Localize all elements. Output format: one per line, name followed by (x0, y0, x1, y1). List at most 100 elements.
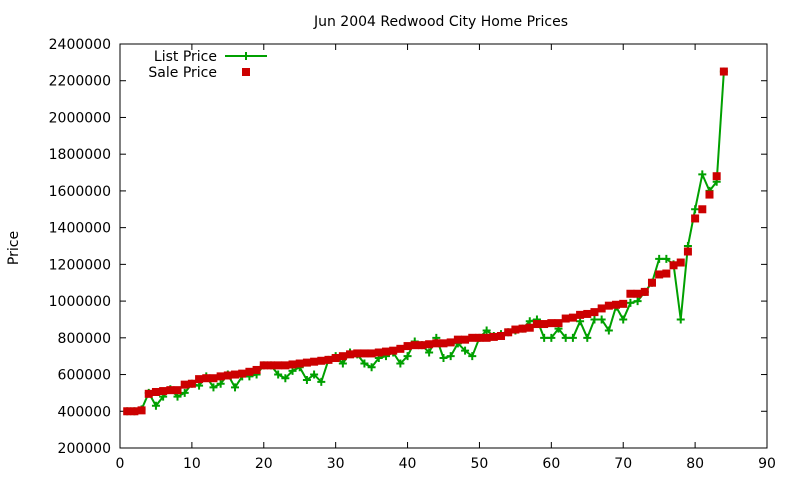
data-point-list-price (590, 315, 599, 324)
data-point-sale-price (518, 324, 527, 333)
data-point-list-price (446, 352, 455, 361)
data-point-sale-price (583, 309, 592, 318)
data-point-sale-price (288, 360, 297, 369)
axis-ticks: 0 10 20 30 40 50 60 70 80 90 200000 400000 600000 800… (49, 37, 776, 472)
data-point-list-price (698, 170, 707, 179)
data-point-sale-price (252, 365, 261, 374)
data-point-list-price (360, 359, 369, 368)
y-tick-label: 1600000 (49, 184, 111, 200)
y-tick-label: 600000 (58, 368, 111, 384)
data-point-list-price (626, 298, 635, 307)
data-point-sale-price (180, 380, 189, 389)
data-point-sale-price (576, 310, 585, 319)
data-point-list-price (691, 205, 700, 214)
data-point-sale-price (432, 339, 441, 348)
data-point-sale-price (482, 333, 491, 342)
data-point-sale-price (453, 335, 462, 344)
data-point-sale-price (166, 386, 175, 395)
data-point-sale-price (410, 341, 419, 350)
data-point-sale-price (655, 270, 664, 279)
data-point-sale-price (137, 406, 146, 415)
data-point-list-price (540, 333, 549, 342)
data-point-sale-price (223, 371, 232, 380)
data-point-sale-price (381, 347, 390, 356)
data-point-sale-price (468, 333, 477, 342)
data-point-sale-price (698, 205, 707, 214)
data-point-sale-price (683, 247, 692, 256)
data-point-sale-price (461, 335, 470, 344)
y-tick-label: 1200000 (49, 257, 111, 273)
data-point-list-price (468, 352, 477, 361)
data-point-sale-price (640, 287, 649, 296)
data-point-sale-price (446, 338, 455, 347)
data-point-sale-price (202, 374, 211, 383)
data-point-sale-price (209, 374, 218, 383)
data-point-sale-price (159, 387, 168, 396)
x-tick-label: 10 (183, 456, 201, 472)
chart-title: Jun 2004 Redwood City Home Prices (313, 14, 568, 30)
data-point-sale-price (195, 375, 204, 384)
data-point-list-price (597, 315, 606, 324)
data-point-sale-price (475, 333, 484, 342)
data-point-sale-price (389, 346, 398, 355)
x-tick-label: 60 (542, 456, 560, 472)
y-tick-label: 2400000 (49, 37, 111, 53)
data-point-sale-price (554, 319, 563, 328)
x-tick-label: 70 (614, 456, 632, 472)
data-point-sale-price (719, 67, 728, 76)
data-point-sale-price (245, 367, 254, 376)
data-point-sale-price (266, 361, 275, 370)
y-tick-label: 400000 (58, 404, 111, 420)
data-point-sale-price (705, 190, 714, 199)
data-point-list-price (619, 315, 628, 324)
data-point-sale-price (374, 348, 383, 357)
data-point-sale-price (439, 339, 448, 348)
data-point-sale-price (669, 261, 678, 270)
data-point-list-price (302, 376, 311, 385)
legend-marker-sale-price (242, 68, 250, 76)
data-point-list-price (561, 333, 570, 342)
data-point-list-price (655, 254, 664, 263)
data-point-sale-price (547, 319, 556, 328)
y-tick-label: 2000000 (49, 110, 111, 126)
data-point-list-price (281, 374, 290, 383)
data-point-list-price (662, 254, 671, 263)
data-point-sale-price (302, 358, 311, 367)
data-point-sale-price (173, 386, 182, 395)
data-point-sale-price (417, 341, 426, 350)
data-point-list-price (396, 359, 405, 368)
y-tick-label: 1000000 (49, 294, 111, 310)
data-point-sale-price (532, 320, 541, 329)
data-point-sale-price (497, 331, 506, 340)
data-point-sale-price (324, 355, 333, 364)
data-point-sale-price (151, 387, 160, 396)
data-point-sale-price (403, 342, 412, 351)
data-point-sale-price (619, 299, 628, 308)
data-point-sale-price (511, 325, 520, 334)
data-point-sale-price (489, 332, 498, 341)
data-point-sale-price (310, 357, 319, 366)
data-point-sale-price (331, 354, 340, 363)
data-point-list-price (403, 352, 412, 361)
data-point-sale-price (123, 407, 132, 416)
data-point-list-price (568, 333, 577, 342)
data-point-list-price (274, 370, 283, 379)
data-point-sale-price (259, 361, 268, 370)
plot-border (119, 43, 768, 449)
data-point-list-price (439, 354, 448, 363)
data-point-sale-price (597, 304, 606, 313)
legend: List Price Sale Price (148, 49, 267, 81)
data-point-list-price (604, 326, 613, 335)
data-point-sale-price (281, 361, 290, 370)
data-point-sale-price (231, 370, 240, 379)
data-point-list-price (180, 388, 189, 397)
x-tick-label: 90 (758, 456, 776, 472)
legend-label-sale-price: Sale Price (148, 65, 217, 81)
legend-marker-list-price (242, 52, 250, 60)
data-point-list-price (209, 383, 218, 392)
data-point-list-price (633, 297, 642, 306)
data-point-list-price (547, 333, 556, 342)
data-point-sale-price (144, 389, 153, 398)
data-point-list-price (425, 348, 434, 357)
